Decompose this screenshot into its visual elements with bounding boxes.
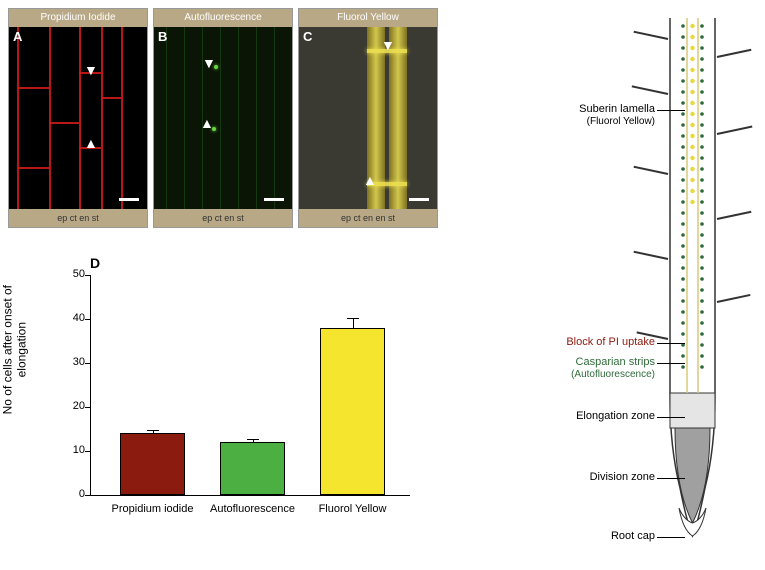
- scale-bar: [409, 198, 429, 201]
- y-tick-label: 40: [55, 312, 85, 324]
- panel-a-letter: A: [13, 29, 22, 44]
- label-leader-line: [657, 363, 685, 364]
- label-leader-line: [657, 478, 685, 479]
- label-leader-line: [657, 110, 685, 111]
- x-axis-label: Propidium iodide: [100, 503, 205, 515]
- y-tick-mark: [85, 451, 90, 452]
- diagram-label: Suberin lamella(Fluorol Yellow): [525, 103, 655, 127]
- y-tick-mark: [85, 407, 90, 408]
- label-leader-line: [657, 417, 685, 418]
- scale-bar: [119, 198, 139, 201]
- arrow-icon: ▲: [363, 172, 377, 188]
- panel-b-footer: ep ct en st: [154, 209, 292, 227]
- y-axis: [90, 275, 91, 495]
- x-axis: [90, 495, 410, 496]
- root-svg: [665, 18, 720, 538]
- scale-bar: [264, 198, 284, 201]
- x-axis-label: Autofluorescence: [200, 503, 305, 515]
- panel-a-title: Propidium Iodide: [9, 9, 147, 27]
- y-tick-mark: [85, 363, 90, 364]
- arrow-icon: ▼: [202, 55, 216, 71]
- label-leader-line: [657, 537, 685, 538]
- root-hair: [717, 126, 753, 135]
- root-hair: [634, 31, 669, 40]
- y-axis-label: No of cells after onset ofelongation: [1, 285, 30, 414]
- panel-c-title: Fluorol Yellow: [299, 9, 437, 27]
- label-leader-line: [657, 343, 685, 344]
- y-tick-label: 20: [55, 400, 85, 412]
- y-tick-mark: [85, 495, 90, 496]
- panel-c-footer: ep ct en en st: [299, 209, 437, 227]
- root-hair: [717, 294, 751, 303]
- y-tick-mark: [85, 275, 90, 276]
- arrow-icon: ▲: [84, 135, 98, 151]
- chart-letter: D: [90, 255, 100, 271]
- arrow-icon: ▼: [84, 62, 98, 78]
- panel-c-letter: C: [303, 29, 312, 44]
- root-diagram: E Suberin lamella(Fluorol Yellow)Block o…: [455, 8, 755, 558]
- root-hair: [634, 251, 669, 260]
- microscopy-panel-c: Fluorol Yellow C ▼ ▲ ep ct en en st: [298, 8, 438, 228]
- y-tick-label: 10: [55, 444, 85, 456]
- y-tick-label: 50: [55, 268, 85, 280]
- diagram-label: Elongation zone: [525, 410, 655, 422]
- panel-c-image: C ▼ ▲: [299, 27, 437, 209]
- chart-bar: [120, 433, 185, 495]
- diagram-label: Casparian strips(Autofluorescence): [525, 356, 655, 380]
- panel-b-letter: B: [158, 29, 167, 44]
- microscopy-panel-b: Autofluorescence B ▼ ▲ ep ct en st: [153, 8, 293, 228]
- root-hair: [632, 85, 669, 95]
- arrow-icon: ▼: [381, 37, 395, 53]
- panel-b-image: B ▼ ▲: [154, 27, 292, 209]
- root-hair: [717, 49, 752, 58]
- diagram-label: Block of PI uptake: [525, 336, 655, 348]
- chart-bar: [220, 442, 285, 495]
- y-tick-label: 0: [55, 488, 85, 500]
- y-tick-label: 30: [55, 356, 85, 368]
- panel-b-title: Autofluorescence: [154, 9, 292, 27]
- root-hair: [634, 166, 669, 175]
- panel-a-image: A ▼ ▲: [9, 27, 147, 209]
- microscopy-panel-a: Propidium Iodide A ▼ ▲ ep ct en st: [8, 8, 148, 228]
- bar-chart: D No of cells after onset ofelongation 0…: [30, 255, 430, 545]
- arrow-icon: ▲: [200, 115, 214, 131]
- diagram-label: Root cap: [525, 530, 655, 542]
- chart-bar: [320, 328, 385, 495]
- x-axis-label: Fluorol Yellow: [300, 503, 405, 515]
- panel-a-footer: ep ct en st: [9, 209, 147, 227]
- root-hair: [717, 211, 752, 220]
- diagram-label: Division zone: [525, 471, 655, 483]
- y-tick-mark: [85, 319, 90, 320]
